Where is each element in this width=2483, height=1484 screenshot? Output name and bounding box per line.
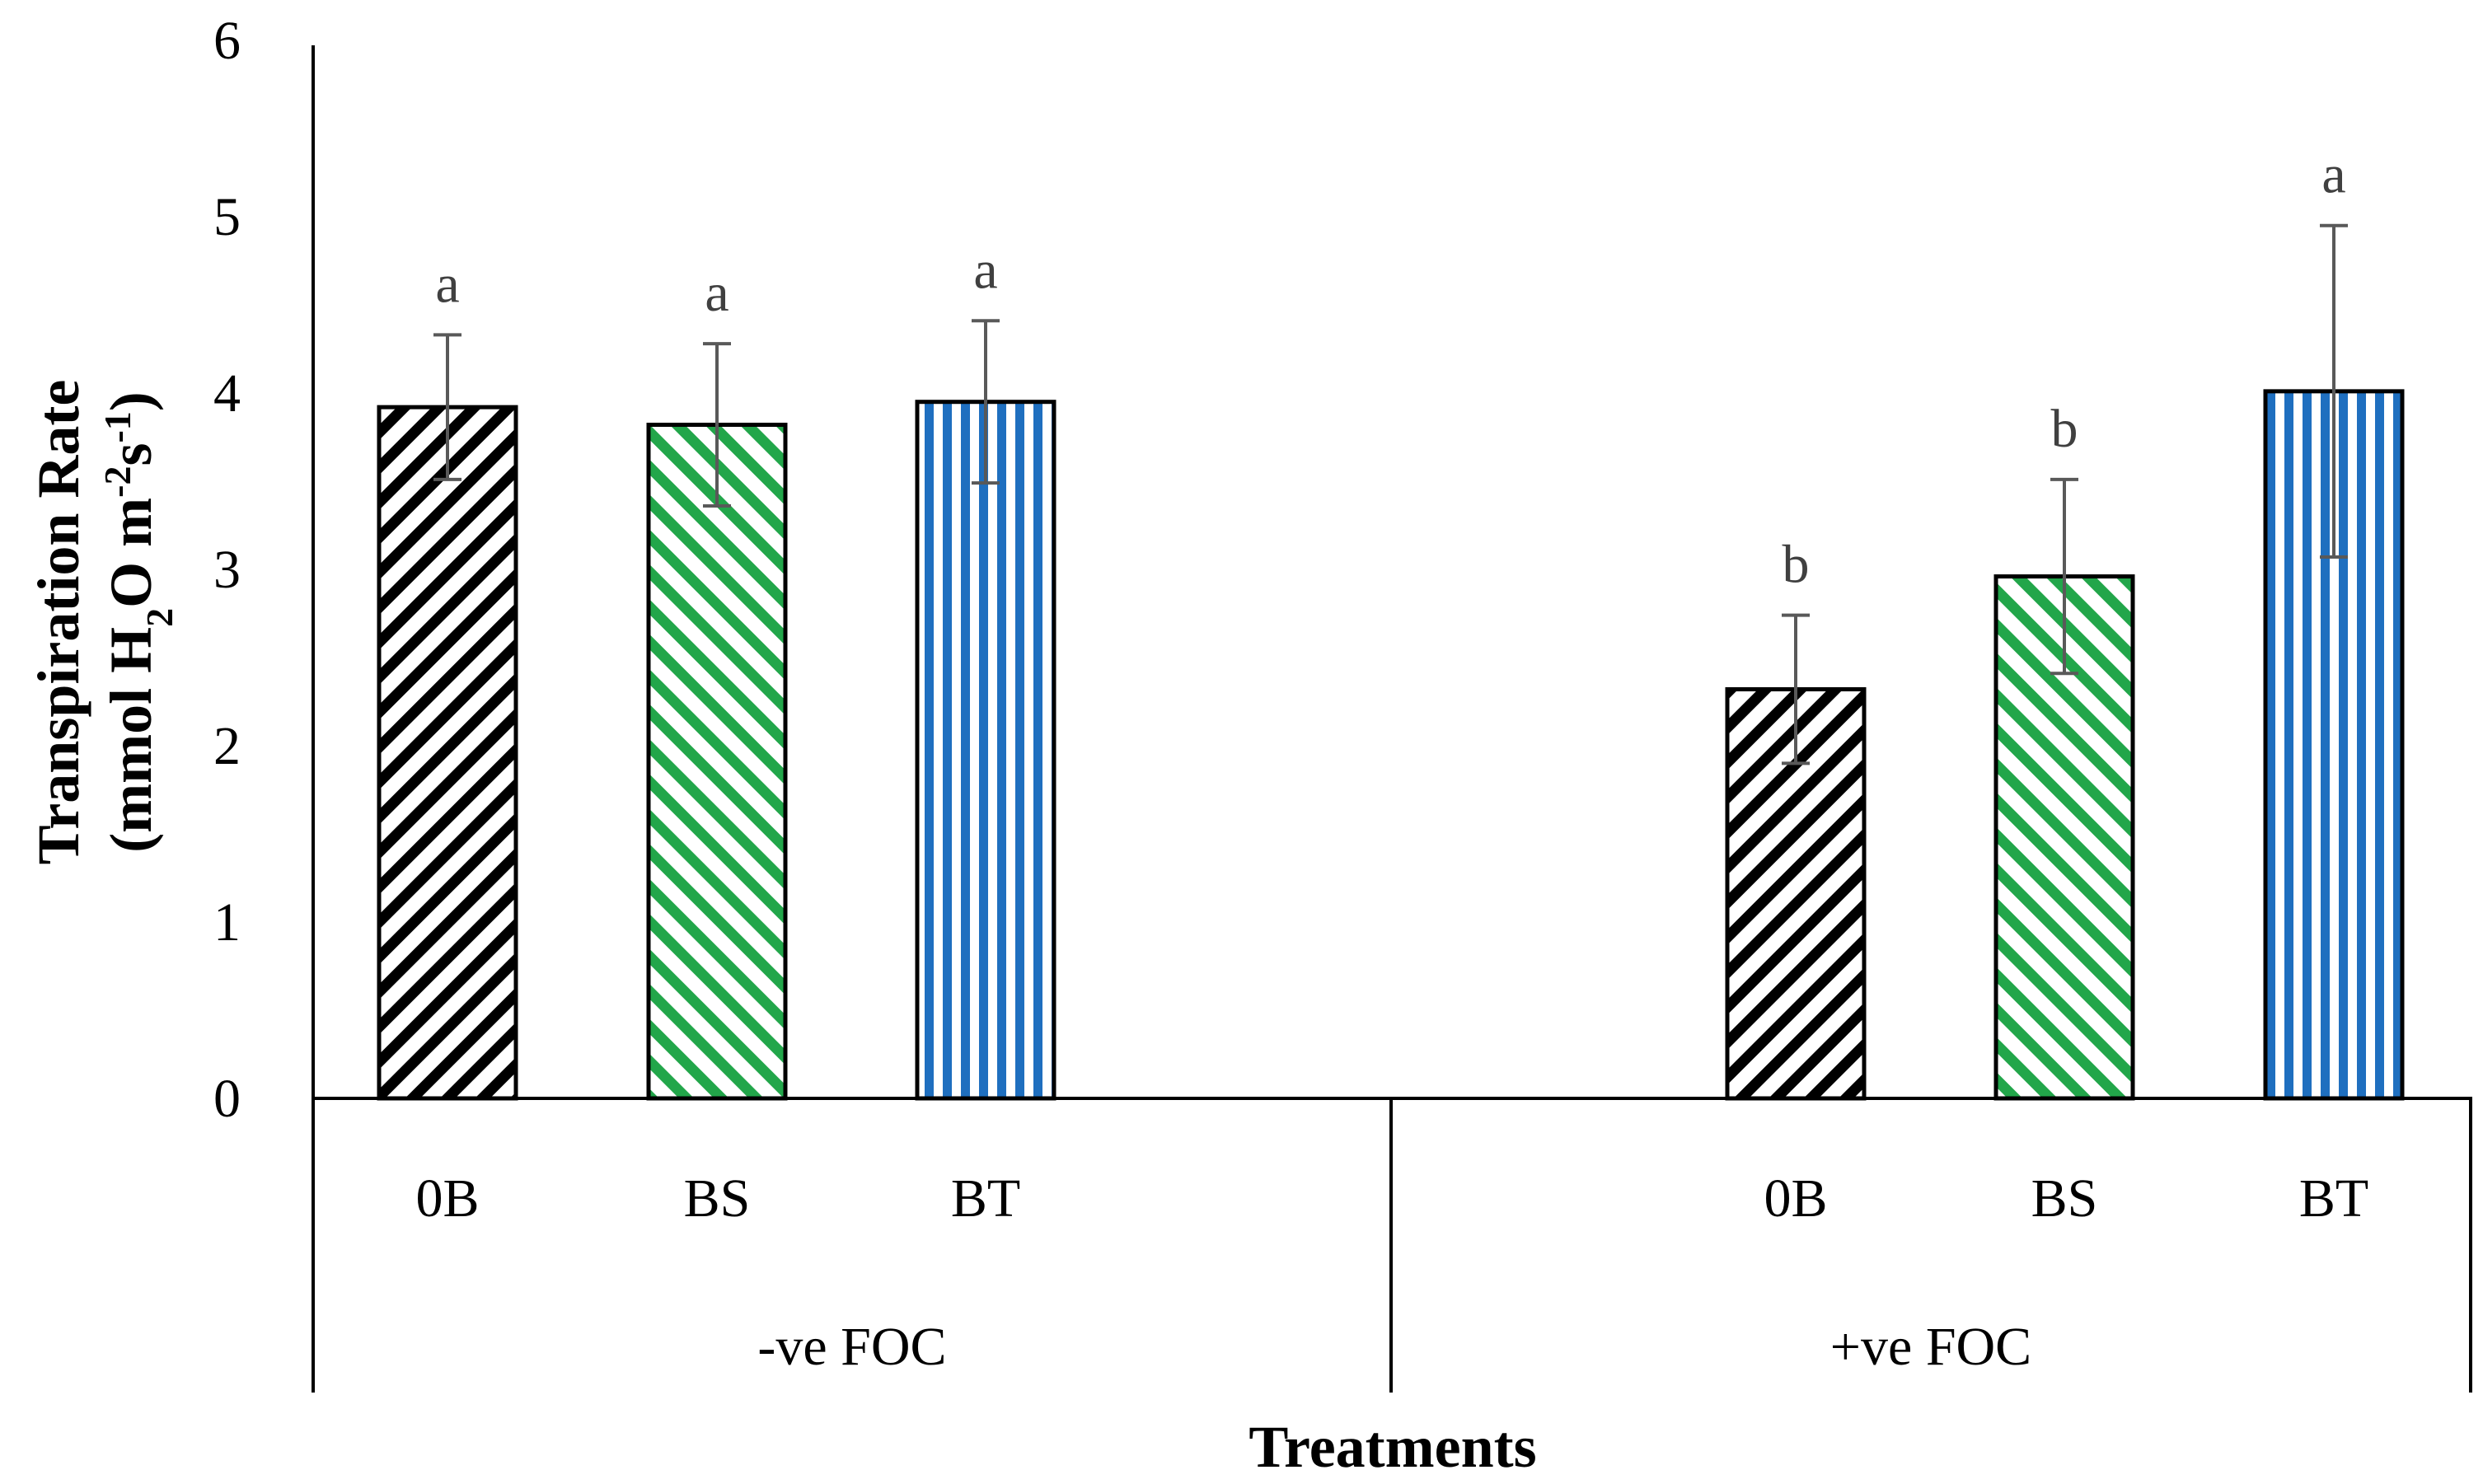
significance-label: b	[1783, 535, 1810, 595]
error-bar	[1782, 613, 1810, 765]
bar-vefoc-bt	[915, 400, 1056, 1101]
group-label: -ve FOC	[757, 1317, 946, 1377]
significance-label: a	[2321, 145, 2345, 205]
y-tick-label: 2	[213, 716, 241, 776]
category-label: BS	[2031, 1168, 2098, 1229]
group-labels: -ve FOC +ve FOC	[757, 1317, 2031, 1377]
error-bar	[433, 333, 461, 481]
category-labels: 0B BS BT 0B BS BT	[415, 1168, 2368, 1229]
y-axis-title-line1: Transpiration Rate	[26, 380, 91, 865]
error-bar	[2050, 477, 2078, 676]
x-axis-title: Treatments	[1249, 1414, 1536, 1480]
category-label: BT	[951, 1168, 1020, 1229]
y-axis-title: Transpiration Rate (mmol H2O m-2s-1)	[26, 380, 180, 865]
y-tick-label: 4	[213, 363, 241, 424]
y-tick-label: 5	[213, 187, 241, 247]
significance-labels: a a a b b a	[435, 145, 2345, 595]
category-label: BT	[2299, 1168, 2368, 1229]
significance-label: a	[435, 254, 459, 314]
y-axis-title-line2: (mmol H2O m-2s-1)	[96, 391, 180, 853]
y-tick-label: 3	[213, 540, 241, 600]
y-tick-label: 1	[213, 892, 241, 953]
significance-label: a	[973, 240, 997, 300]
y-tick-label: 0	[213, 1069, 241, 1129]
error-bar	[2320, 223, 2348, 559]
error-bars	[433, 223, 2348, 765]
y-tick-label: 6	[213, 11, 241, 71]
significance-label: a	[705, 263, 729, 323]
group-label: +ve FOC	[1830, 1317, 2031, 1377]
bars	[377, 389, 2405, 1101]
significance-label: b	[2051, 399, 2078, 459]
error-bar	[703, 342, 731, 508]
category-label: BS	[684, 1168, 751, 1229]
bar-vefoc-0b	[377, 405, 518, 1101]
bar-vefoc-bs	[646, 423, 788, 1101]
y-axis-ticks: 0 1 2 3 4 5 6	[213, 11, 241, 1129]
category-label: 0B	[415, 1168, 479, 1229]
category-label: 0B	[1764, 1168, 1827, 1229]
error-bar	[972, 319, 1000, 485]
